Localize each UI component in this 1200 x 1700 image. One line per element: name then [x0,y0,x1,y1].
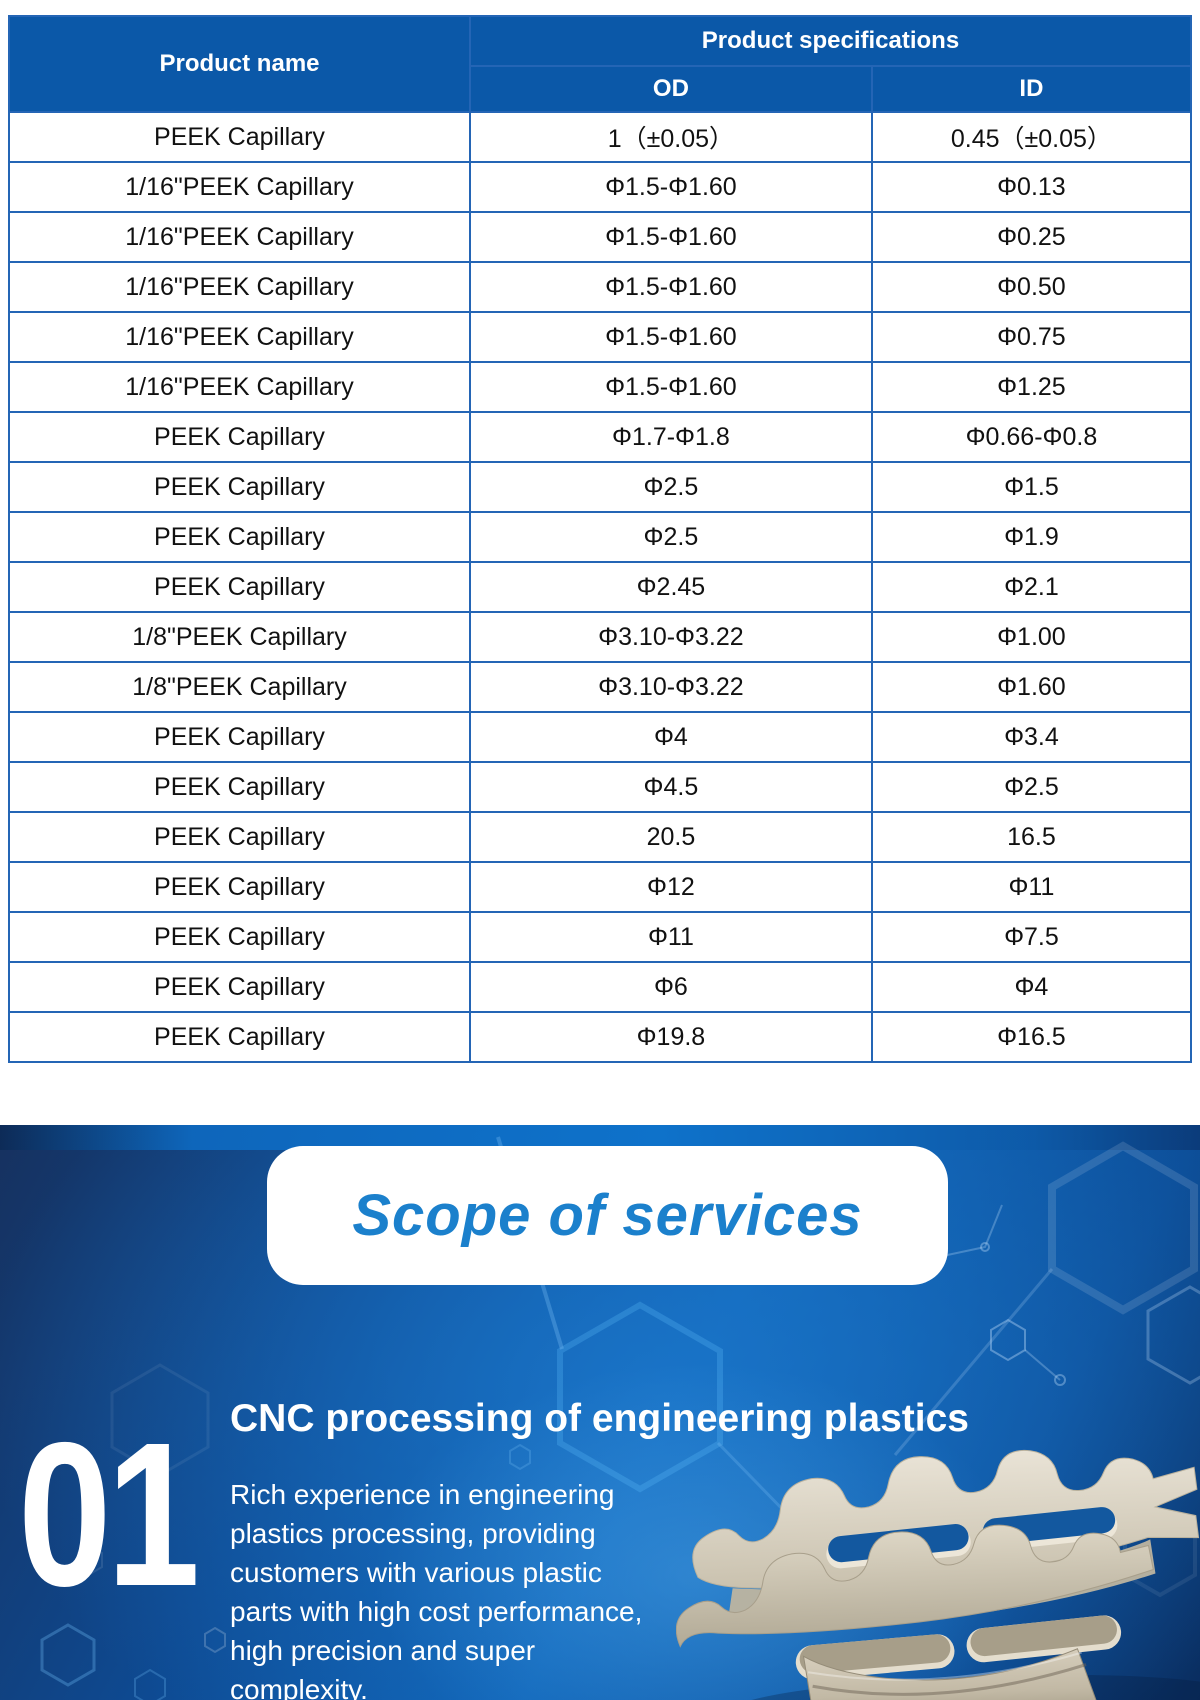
cell-product-name: PEEK Capillary [8,811,471,863]
service-description: Rich experience in engineering plastics … [230,1479,643,1700]
cell-id: Φ11 [870,861,1193,913]
cell-product-name: PEEK Capillary [8,561,471,613]
cell-id: 0.45（±0.05） [870,111,1193,163]
cell-od: Φ1.5-Φ1.60 [468,261,873,313]
cell-product-name: PEEK Capillary [8,111,471,163]
cell-id: Φ3.4 [870,711,1193,763]
cell-id: Φ1.9 [870,511,1193,563]
col-header-product-specifications: Product specifications [468,15,1193,67]
cell-product-name: 1/16"PEEK Capillary [8,211,471,263]
table-row: PEEK Capillary Φ2.45 Φ2.1 [8,561,1193,613]
cell-product-name: PEEK Capillary [8,511,471,563]
cell-id: Φ2.1 [870,561,1193,613]
cell-product-name: PEEK Capillary [8,711,471,763]
cell-od: Φ6 [468,961,873,1013]
table-row: PEEK Capillary Φ2.5 Φ1.9 [8,511,1193,563]
table-row: PEEK Capillary Φ6 Φ4 [8,961,1193,1013]
cell-od: Φ3.10-Φ3.22 [468,611,873,663]
table-row: PEEK Capillary Φ1.7-Φ1.8 Φ0.66-Φ0.8 [8,411,1193,463]
table-row: PEEK Capillary Φ12 Φ11 [8,861,1193,913]
cell-od: Φ1.5-Φ1.60 [468,161,873,213]
cell-product-name: 1/16"PEEK Capillary [8,361,471,413]
table-row: 1/8"PEEK Capillary Φ3.10-Φ3.22 Φ1.60 [8,661,1193,713]
col-header-od: OD [468,65,873,113]
cell-product-name: 1/8"PEEK Capillary [8,611,471,663]
cell-od: Φ1.5-Φ1.60 [468,211,873,263]
scope-of-services-title: Scope of services [352,1183,863,1248]
scope-of-services-section: Scope of services 01 CNC processing of e… [0,1125,1200,1700]
product-spec-table: Product name Product specifications OD I… [8,15,1193,1063]
cell-id: Φ1.60 [870,661,1193,713]
table-row: PEEK Capillary Φ4 Φ3.4 [8,711,1193,763]
service-title: CNC processing of engineering plastics [230,1397,969,1440]
cell-id: Φ1.25 [870,361,1193,413]
table-row: 1/8"PEEK Capillary Φ3.10-Φ3.22 Φ1.00 [8,611,1193,663]
cell-id: Φ0.25 [870,211,1193,263]
scope-of-services-badge: Scope of services [267,1146,948,1285]
table-row: PEEK Capillary Φ19.8 Φ16.5 [8,1011,1193,1063]
cell-product-name: PEEK Capillary [8,961,471,1013]
cell-product-name: PEEK Capillary [8,911,471,963]
cell-od: Φ11 [468,911,873,963]
table-row: PEEK Capillary Φ4.5 Φ2.5 [8,761,1193,813]
service-item-01: CNC processing of engineering plastics R… [230,1397,969,1700]
service-number: 01 [18,1400,200,1629]
cell-id: Φ4 [870,961,1193,1013]
cell-id: Φ16.5 [870,1011,1193,1063]
cell-product-name: 1/8"PEEK Capillary [8,661,471,713]
cell-product-name: PEEK Capillary [8,761,471,813]
cnc-part-image [676,1449,1200,1700]
table-row: PEEK Capillary 1（±0.05） 0.45（±0.05） [8,111,1193,163]
cell-od: Φ1.7-Φ1.8 [468,411,873,463]
cell-id: Φ0.75 [870,311,1193,363]
table-row: 1/16"PEEK Capillary Φ1.5-Φ1.60 Φ0.75 [8,311,1193,363]
cell-id: Φ1.00 [870,611,1193,663]
cell-od: Φ19.8 [468,1011,873,1063]
cell-id: 16.5 [870,811,1193,863]
cell-od: Φ12 [468,861,873,913]
cell-od: Φ2.5 [468,461,873,513]
table-row: 1/16"PEEK Capillary Φ1.5-Φ1.60 Φ0.50 [8,261,1193,313]
cell-product-name: PEEK Capillary [8,411,471,463]
table-row: PEEK Capillary Φ2.5 Φ1.5 [8,461,1193,513]
table-row: 1/16"PEEK Capillary Φ1.5-Φ1.60 Φ1.25 [8,361,1193,413]
table-row: 1/16"PEEK Capillary Φ1.5-Φ1.60 Φ0.13 [8,161,1193,213]
cell-product-name: PEEK Capillary [8,1011,471,1063]
cell-product-name: PEEK Capillary [8,861,471,913]
col-header-id: ID [870,65,1193,113]
cell-product-name: PEEK Capillary [8,461,471,513]
cell-od: Φ2.45 [468,561,873,613]
cell-id: Φ1.5 [870,461,1193,513]
cell-product-name: 1/16"PEEK Capillary [8,261,471,313]
cell-od: 1（±0.05） [468,111,873,163]
cell-id: Φ2.5 [870,761,1193,813]
cell-id: Φ0.13 [870,161,1193,213]
cell-od: Φ4 [468,711,873,763]
cell-product-name: 1/16"PEEK Capillary [8,161,471,213]
cell-od: Φ1.5-Φ1.60 [468,361,873,413]
cell-od: Φ4.5 [468,761,873,813]
table-row: 1/16"PEEK Capillary Φ1.5-Φ1.60 Φ0.25 [8,211,1193,263]
cell-od: Φ2.5 [468,511,873,563]
table-row: PEEK Capillary Φ11 Φ7.5 [8,911,1193,963]
cell-od: Φ1.5-Φ1.60 [468,311,873,363]
table-row: PEEK Capillary 20.5 16.5 [8,811,1193,863]
cell-od: Φ3.10-Φ3.22 [468,661,873,713]
cell-id: Φ7.5 [870,911,1193,963]
cell-id: Φ0.66-Φ0.8 [870,411,1193,463]
cell-od: 20.5 [468,811,873,863]
col-header-product-name: Product name [8,15,471,113]
cell-id: Φ0.50 [870,261,1193,313]
cell-product-name: 1/16"PEEK Capillary [8,311,471,363]
